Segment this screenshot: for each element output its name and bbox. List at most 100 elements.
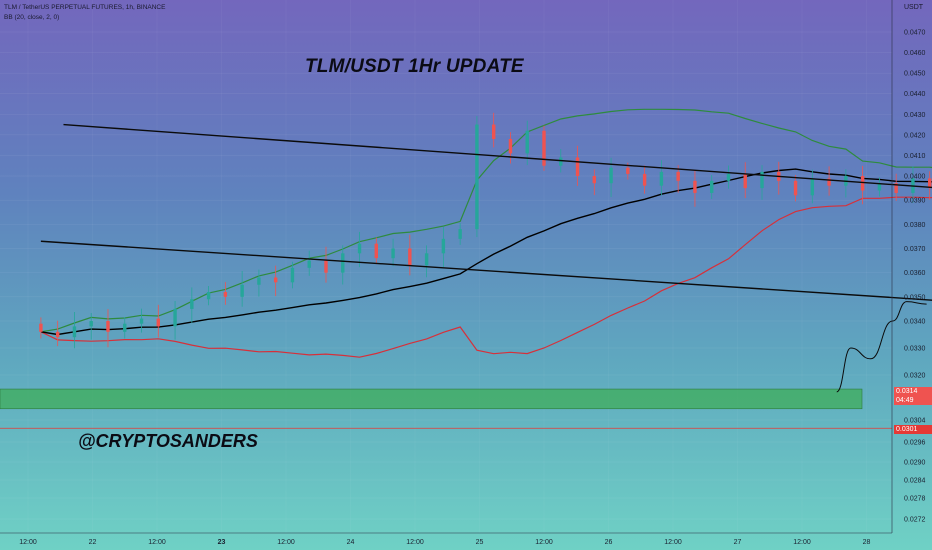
candle-body <box>525 130 529 154</box>
bb-upper-band <box>40 108 932 333</box>
time-tick: 12:00 <box>19 539 37 546</box>
candle-body <box>642 173 647 186</box>
ticker-label: TLM / TetherUS PERPETUAL FUTURES, 1h, BI… <box>4 4 166 11</box>
price-tick: 0.0304 <box>904 418 926 425</box>
candle-body <box>676 171 680 181</box>
candle-body <box>743 173 747 189</box>
price-tick: 0.0272 <box>904 517 926 524</box>
candle-body <box>173 308 177 327</box>
candle-body <box>827 178 831 186</box>
candle-body <box>72 326 77 338</box>
candle-body <box>206 292 211 300</box>
candle-body <box>341 253 345 273</box>
price-tick: 0.0440 <box>904 91 926 98</box>
price-tick: 0.0360 <box>904 270 926 277</box>
candle-body <box>609 167 613 184</box>
candle-body <box>39 323 43 332</box>
candle-body <box>508 138 513 154</box>
chart-title-overlay: TLM/USDT 1Hr UPDATE <box>305 56 524 77</box>
time-tick: 12:00 <box>277 539 295 546</box>
candle-body <box>357 243 362 254</box>
candle-body <box>424 253 429 266</box>
candle-body <box>491 124 496 139</box>
support-zone <box>0 388 863 410</box>
time-tick: 23 <box>218 539 226 546</box>
time-tick: 27 <box>734 539 742 546</box>
indicator-label[interactable]: BB (20, close, 2, 0) <box>4 14 60 21</box>
channel-lower-trendline[interactable] <box>40 240 932 414</box>
candle-body <box>458 229 462 239</box>
candle-body <box>894 183 898 193</box>
price-tick: 0.0390 <box>904 198 926 205</box>
price-tick: 0.0290 <box>904 460 926 467</box>
price-tick: 0.0340 <box>904 319 926 326</box>
candle-body <box>223 292 228 297</box>
candle-body <box>659 171 664 186</box>
price-tick: 0.0470 <box>904 30 926 37</box>
bar-countdown: 04:49 <box>896 397 914 404</box>
time-tick: 12:00 <box>664 539 682 546</box>
price-tick: 0.0278 <box>904 496 926 503</box>
candle-body <box>928 178 932 189</box>
price-tick: 0.0320 <box>904 373 926 380</box>
candle-body <box>877 183 882 191</box>
time-tick: 12:00 <box>148 539 166 546</box>
candle-body <box>190 299 194 309</box>
time-tick: 25 <box>476 539 484 546</box>
candle-body <box>324 260 328 273</box>
channel-upper-trendline[interactable] <box>63 123 932 330</box>
candle-body <box>710 180 714 193</box>
price-tick: 0.0296 <box>904 440 926 447</box>
candle-body <box>693 180 697 193</box>
candle-body <box>123 323 127 332</box>
price-tick: 0.0460 <box>904 50 926 57</box>
price-unit-label: USDT <box>904 4 924 11</box>
price-tick: 0.0330 <box>904 346 926 353</box>
price-tick: 0.0450 <box>904 71 926 78</box>
time-axis[interactable]: 12:00 22 12:00 23 12:00 24 12:00 25 12:00 26 12:00… <box>19 539 870 546</box>
candles <box>39 112 932 349</box>
forecast-path[interactable] <box>836 301 927 393</box>
time-tick: 28 <box>863 539 871 546</box>
candle-body <box>542 130 546 166</box>
candle-body <box>273 277 278 283</box>
price-tick: 0.0370 <box>904 246 926 253</box>
time-tick: 24 <box>347 539 355 546</box>
candle-body <box>760 171 764 189</box>
time-tick: 22 <box>89 539 97 546</box>
candle-body <box>475 124 479 230</box>
candle-body <box>592 176 597 184</box>
bb-lower-band <box>40 196 932 358</box>
time-tick: 12:00 <box>793 539 811 546</box>
candle-body <box>55 331 60 338</box>
candle-body <box>89 321 93 327</box>
candle-body <box>810 178 815 196</box>
candle-body <box>726 173 731 181</box>
author-handle: @CRYPTOSANDERS <box>78 431 258 451</box>
time-tick: 12:00 <box>406 539 424 546</box>
candle-body <box>240 284 244 297</box>
price-tick: 0.0284 <box>904 478 926 485</box>
candle-body <box>626 167 630 174</box>
price-tick: 0.0350 <box>904 294 926 301</box>
support-price-badge: 0.0301 <box>894 425 932 434</box>
candle-body <box>257 277 261 285</box>
support-price-value: 0.0301 <box>896 426 918 433</box>
price-tick: 0.0430 <box>904 112 926 119</box>
candle-body <box>374 243 378 259</box>
candle-body <box>307 260 311 268</box>
bb-basis-line <box>40 168 932 336</box>
time-tick: 26 <box>605 539 613 546</box>
candle-body <box>559 157 563 166</box>
price-axis[interactable]: 0.0470 0.0460 0.0450 0.0440 0.0430 0.0420 0.04… <box>904 30 926 524</box>
candle-body <box>391 248 395 259</box>
candle-body <box>408 248 412 266</box>
candle-body <box>575 157 580 176</box>
candle-body <box>106 321 110 332</box>
candle-body <box>290 267 295 283</box>
grid-lines <box>0 0 892 533</box>
time-tick: 12:00 <box>535 539 553 546</box>
candle-body <box>793 180 798 196</box>
